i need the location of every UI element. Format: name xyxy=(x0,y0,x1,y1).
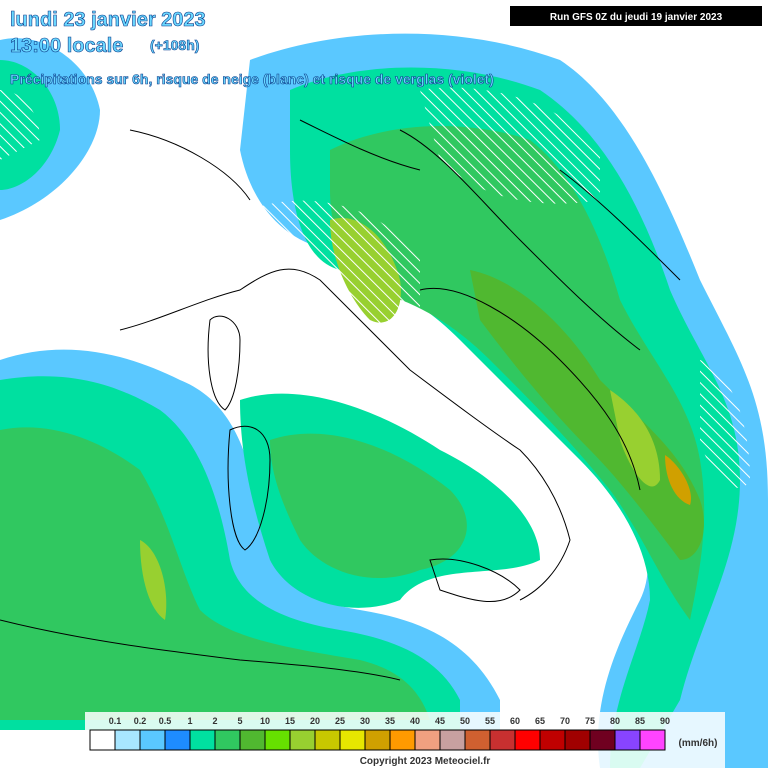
legend-swatch xyxy=(339,729,366,751)
legend-label: 65 xyxy=(535,716,545,726)
legend-label: 75 xyxy=(585,716,595,726)
legend-swatch xyxy=(564,729,591,751)
legend-swatch xyxy=(539,729,566,751)
legend-label: 0.1 xyxy=(109,716,122,726)
legend-label: 80 xyxy=(610,716,620,726)
legend-swatch xyxy=(114,729,141,751)
legend-swatch xyxy=(489,729,516,751)
legend-label: 5 xyxy=(237,716,242,726)
legend-label: 10 xyxy=(260,716,270,726)
date: lundi 23 janvier 2023 xyxy=(10,9,206,31)
lead-time: (+108h) xyxy=(150,37,199,53)
legend-label: 90 xyxy=(660,716,670,726)
coastlines xyxy=(0,119,681,681)
legend-label: 2 xyxy=(212,716,217,726)
legend-label: 35 xyxy=(385,716,395,726)
legend-swatch xyxy=(314,729,341,751)
legend-label: 20 xyxy=(310,716,320,726)
legend-label: 1 xyxy=(187,716,192,726)
subtitle: Précipitations sur 6h, risque de neige (… xyxy=(10,71,494,87)
legend-label: 60 xyxy=(510,716,520,726)
legend-swatch xyxy=(414,729,441,751)
legend-swatch xyxy=(164,729,191,751)
legend-label: 70 xyxy=(560,716,570,726)
legend-label: 0.5 xyxy=(159,716,172,726)
legend-swatch xyxy=(239,729,266,751)
legend-label: 0.2 xyxy=(134,716,147,726)
run-label: Run GFS 0Z du jeudi 19 janvier 2023 xyxy=(550,12,723,23)
legend-swatch xyxy=(439,729,466,751)
legend-unit: (mm/6h) xyxy=(679,738,718,749)
legend-swatch xyxy=(389,729,416,751)
legend-label: 45 xyxy=(435,716,445,726)
time: 13:00 locale xyxy=(10,35,123,57)
legend-label: 55 xyxy=(485,716,495,726)
legend-swatch xyxy=(264,729,291,751)
run-box xyxy=(510,6,762,26)
legend-swatch xyxy=(214,729,241,751)
precipitation-field xyxy=(0,33,768,768)
legend-swatch xyxy=(639,729,666,751)
legend-swatch xyxy=(614,729,641,751)
legend-swatch xyxy=(364,729,391,751)
legend-swatch xyxy=(514,729,541,751)
legend-swatch xyxy=(464,729,491,751)
legend-label: 25 xyxy=(335,716,345,726)
legend-swatch xyxy=(189,729,216,751)
copyright: Copyright 2023 Meteociel.fr xyxy=(360,756,491,767)
legend-label: 30 xyxy=(360,716,370,726)
legend-label: 50 xyxy=(460,716,470,726)
legend: 0.1 0.2 0.5 1 2 5 10 15 20 25 30 35 40 45 50 55 60 65 70 75… xyxy=(89,716,670,751)
legend-swatch xyxy=(589,729,616,751)
legend-label: 85 xyxy=(635,716,645,726)
legend-swatch xyxy=(139,729,166,751)
legend-label: 15 xyxy=(285,716,295,726)
legend-swatch xyxy=(89,729,116,751)
legend-swatch xyxy=(289,729,316,751)
legend-label: 40 xyxy=(410,716,420,726)
